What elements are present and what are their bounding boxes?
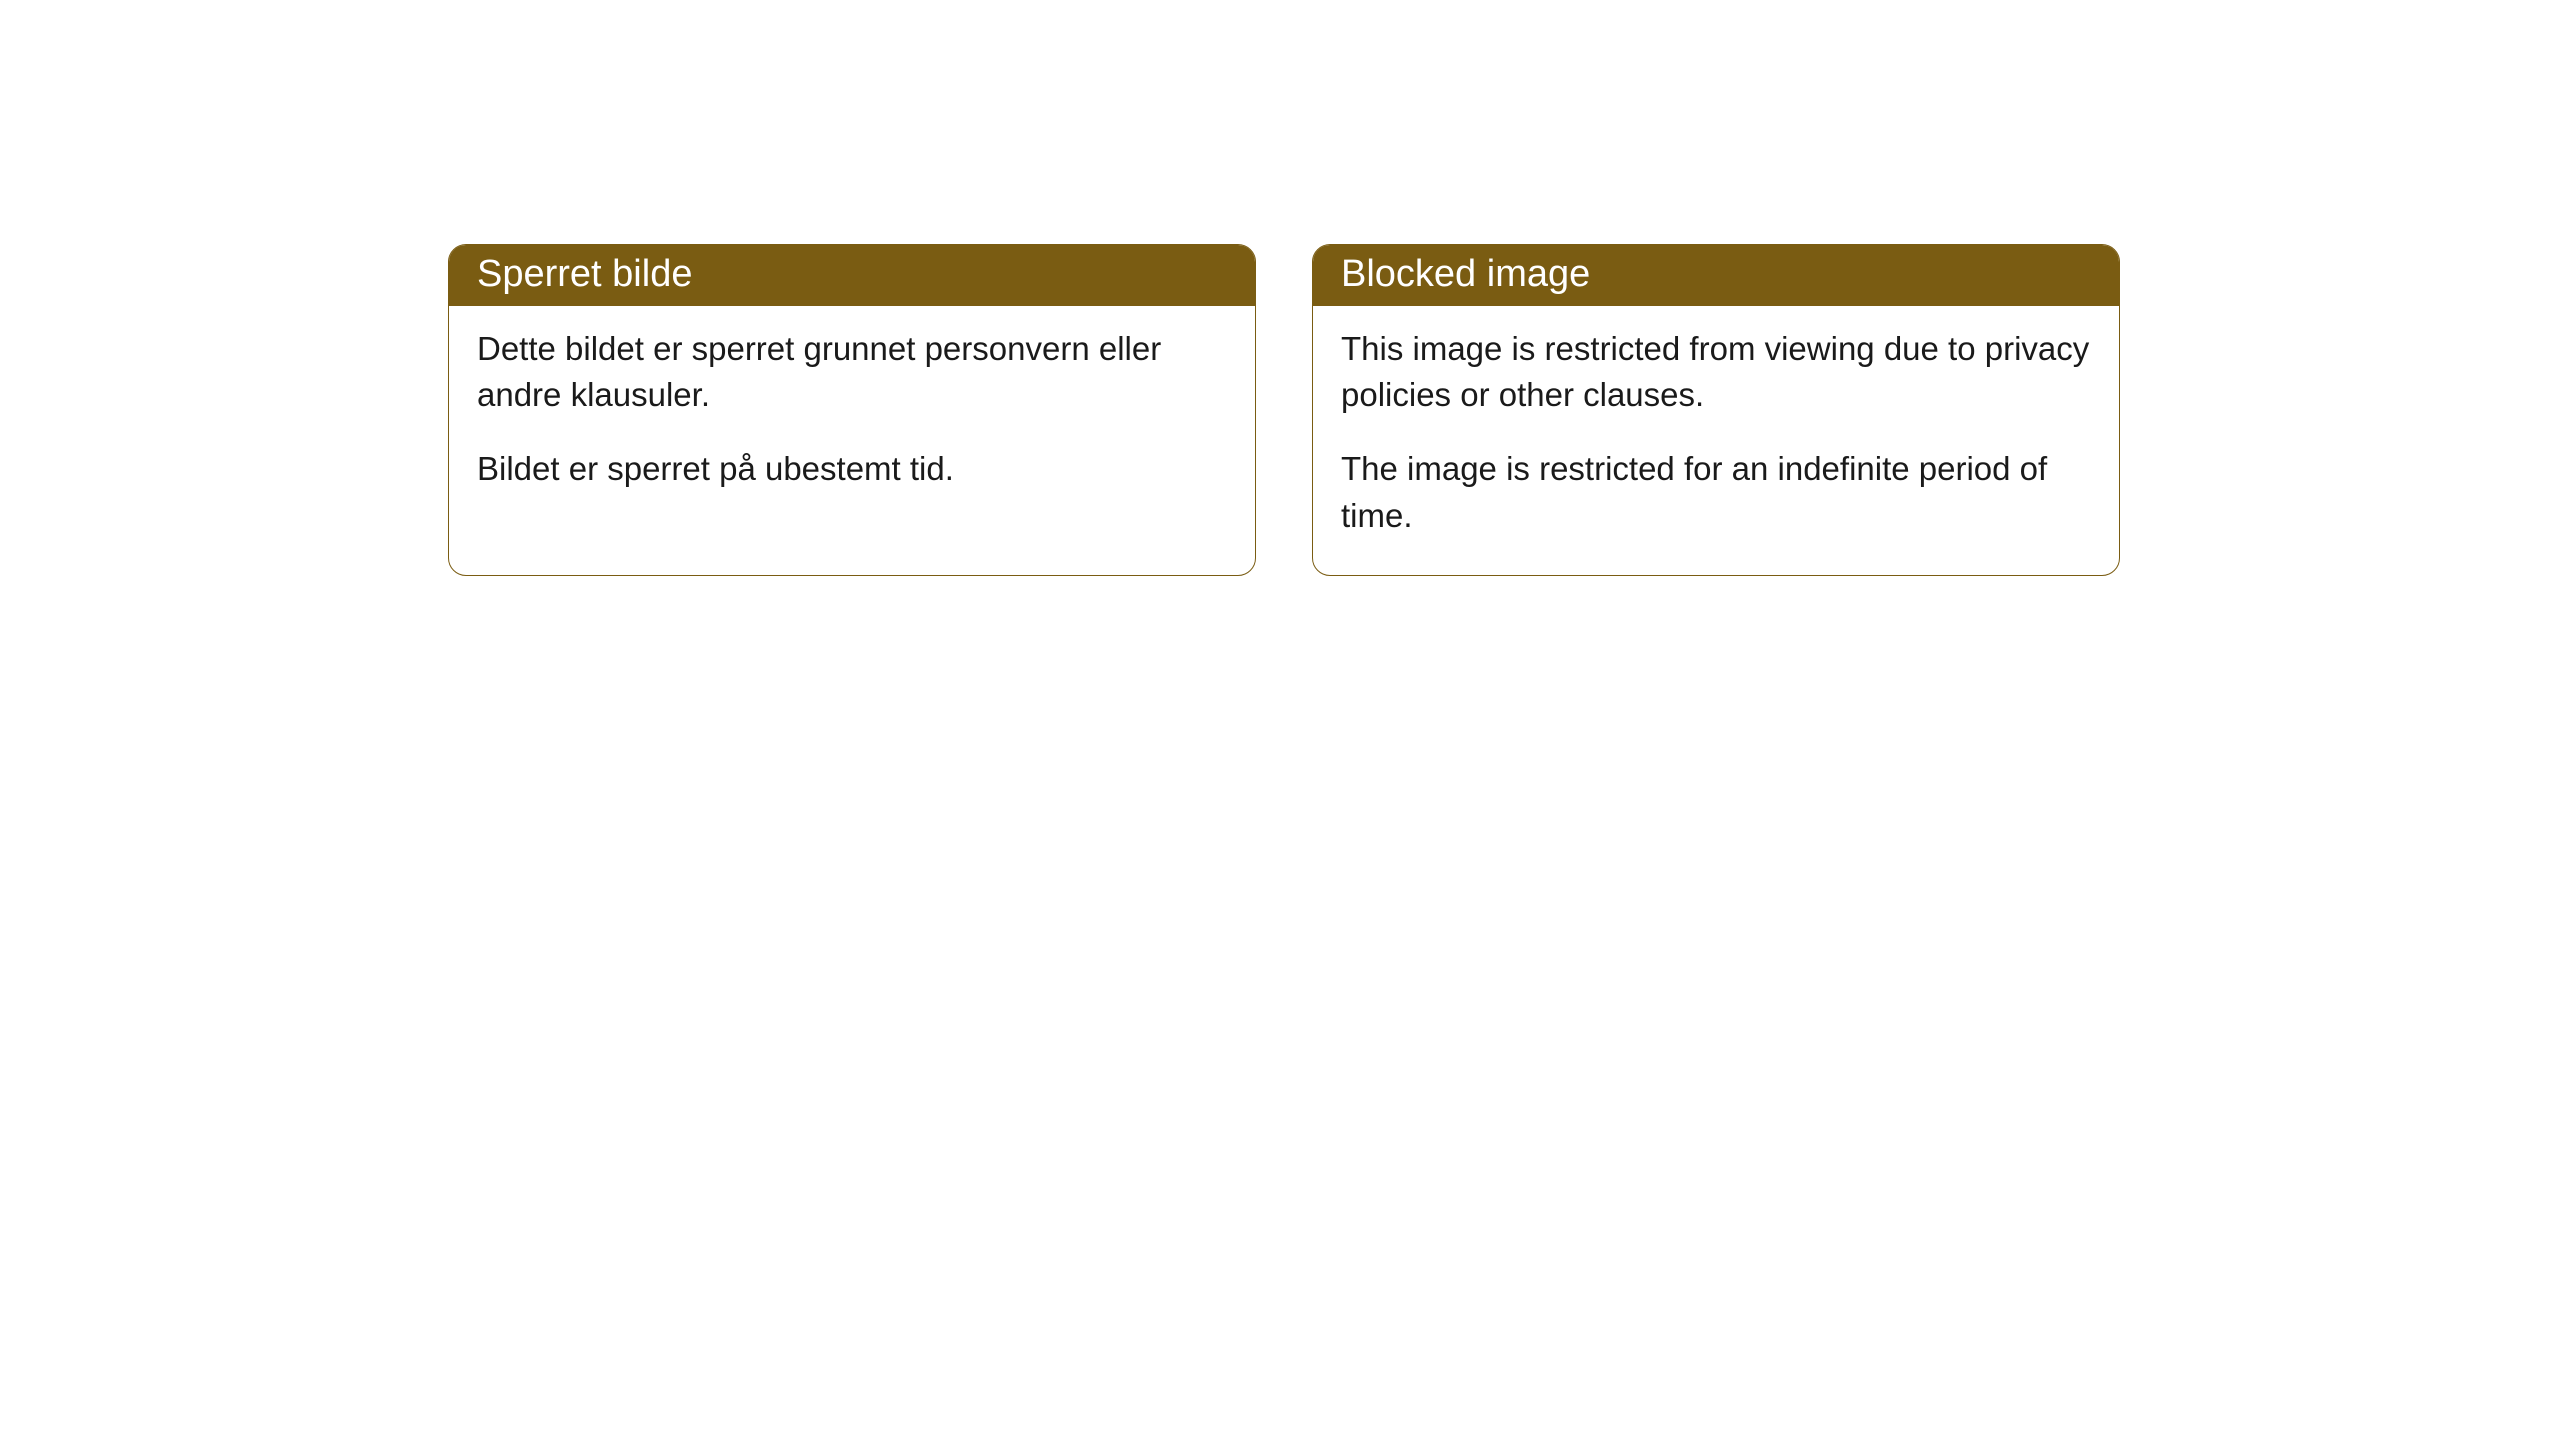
notice-title: Sperret bilde bbox=[477, 253, 692, 295]
notice-body-norwegian: Dette bildet er sperret grunnet personve… bbox=[449, 306, 1255, 529]
notice-paragraph: The image is restricted for an indefinit… bbox=[1341, 446, 2091, 538]
notice-paragraph: This image is restricted from viewing du… bbox=[1341, 326, 2091, 418]
notice-paragraph: Dette bildet er sperret grunnet personve… bbox=[477, 326, 1227, 418]
notice-title: Blocked image bbox=[1341, 253, 1590, 295]
notice-card-english: Blocked image This image is restricted f… bbox=[1312, 244, 2120, 576]
notice-body-english: This image is restricted from viewing du… bbox=[1313, 306, 2119, 575]
notice-header-norwegian: Sperret bilde bbox=[449, 245, 1255, 306]
notice-container: Sperret bilde Dette bildet er sperret gr… bbox=[0, 0, 2560, 576]
notice-header-english: Blocked image bbox=[1313, 245, 2119, 306]
notice-paragraph: Bildet er sperret på ubestemt tid. bbox=[477, 446, 1227, 492]
notice-card-norwegian: Sperret bilde Dette bildet er sperret gr… bbox=[448, 244, 1256, 576]
